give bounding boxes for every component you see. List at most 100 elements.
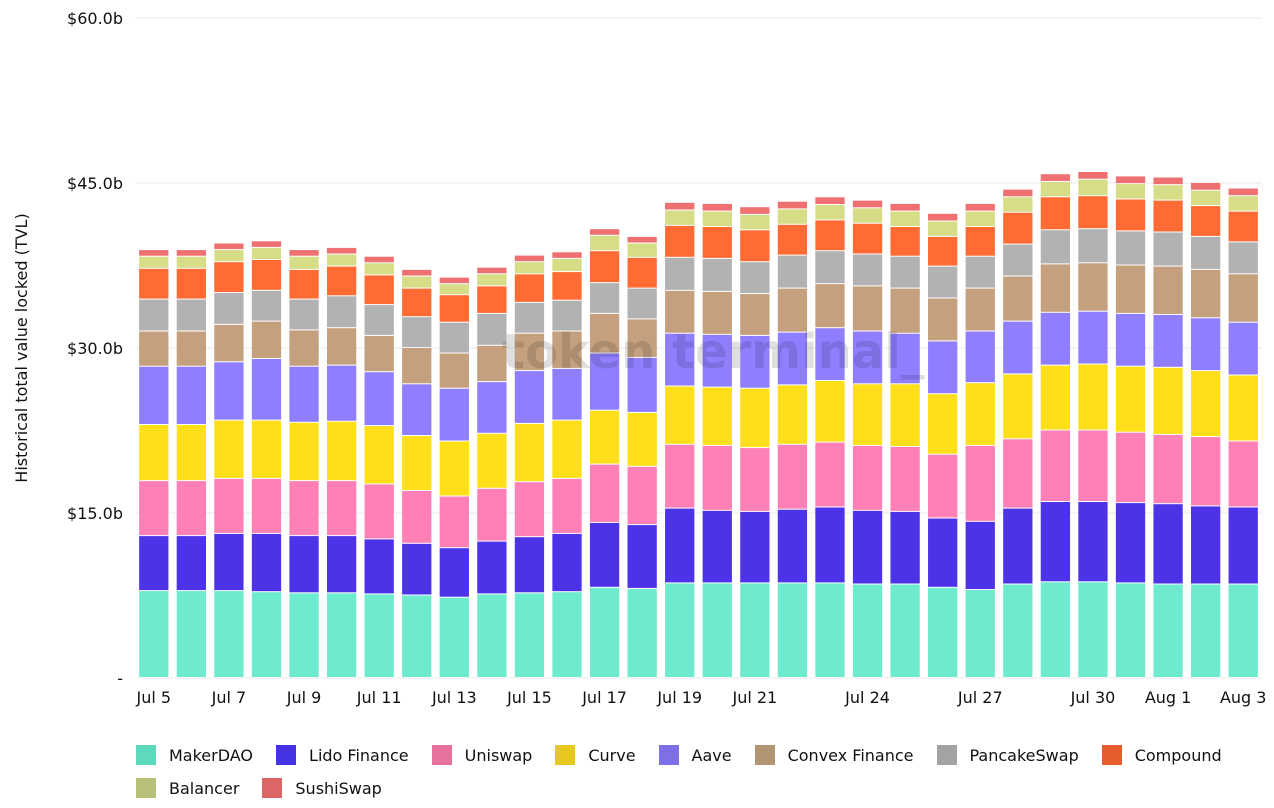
bar-segment-sushiswap[interactable] xyxy=(627,236,657,243)
bar-segment-aave[interactable] xyxy=(439,388,469,441)
bar-segment-uniswap[interactable] xyxy=(890,447,920,511)
bar-segment-curve[interactable] xyxy=(815,381,845,442)
bar-segment-aave[interactable] xyxy=(1115,313,1146,366)
legend-item-convex-finance[interactable]: Convex Finance xyxy=(754,742,914,768)
bar-segment-convex-finance[interactable] xyxy=(890,288,920,333)
bar-segment-makerdao[interactable] xyxy=(402,595,432,678)
bar-segment-pancakeswap[interactable] xyxy=(1003,244,1033,276)
bar-segment-pancakeswap[interactable] xyxy=(702,258,732,291)
bar-stack[interactable] xyxy=(439,277,469,677)
bar-segment-makerdao[interactable] xyxy=(552,592,582,677)
bar-segment-sushiswap[interactable] xyxy=(439,277,469,284)
bar-segment-convex-finance[interactable] xyxy=(214,324,244,362)
bar-segment-sushiswap[interactable] xyxy=(928,213,958,221)
bar-segment-makerdao[interactable] xyxy=(139,591,169,677)
bar-segment-curve[interactable] xyxy=(627,412,657,466)
bar-segment-aave[interactable] xyxy=(326,365,357,421)
bar-segment-aave[interactable] xyxy=(740,335,770,388)
bar-segment-aave[interactable] xyxy=(176,366,207,424)
bar-segment-aave[interactable] xyxy=(627,357,657,412)
bar-segment-makerdao[interactable] xyxy=(1153,584,1183,678)
bar-segment-lido-finance[interactable] xyxy=(665,508,695,583)
bar-segment-pancakeswap[interactable] xyxy=(589,283,620,313)
bar-segment-compound[interactable] xyxy=(176,268,207,299)
bar-segment-balancer[interactable] xyxy=(214,250,244,262)
bar-stack[interactable] xyxy=(740,207,770,677)
bar-segment-balancer[interactable] xyxy=(815,205,845,220)
bar-segment-balancer[interactable] xyxy=(176,256,207,268)
bar-segment-uniswap[interactable] xyxy=(589,464,620,522)
bar-segment-uniswap[interactable] xyxy=(289,481,319,536)
bar-segment-makerdao[interactable] xyxy=(439,597,469,677)
bar-segment-lido-finance[interactable] xyxy=(402,543,432,595)
bar-segment-compound[interactable] xyxy=(514,274,545,302)
bar-segment-uniswap[interactable] xyxy=(740,448,770,511)
bar-stack[interactable] xyxy=(176,250,207,677)
bar-segment-convex-finance[interactable] xyxy=(364,335,394,372)
bar-segment-compound[interactable] xyxy=(552,272,582,300)
bar-stack[interactable] xyxy=(890,203,920,677)
bar-segment-compound[interactable] xyxy=(289,269,319,299)
bar-segment-aave[interactable] xyxy=(364,372,394,426)
bar-segment-uniswap[interactable] xyxy=(439,496,469,548)
bar-segment-makerdao[interactable] xyxy=(1190,584,1221,678)
bar-segment-pancakeswap[interactable] xyxy=(890,256,920,288)
bar-stack[interactable] xyxy=(1078,172,1108,677)
bar-segment-lido-finance[interactable] xyxy=(702,510,732,583)
bar-segment-lido-finance[interactable] xyxy=(815,507,845,583)
bar-segment-lido-finance[interactable] xyxy=(740,511,770,583)
bar-segment-lido-finance[interactable] xyxy=(777,509,808,583)
bar-segment-convex-finance[interactable] xyxy=(965,288,995,331)
bar-stack[interactable] xyxy=(815,197,845,677)
bar-segment-balancer[interactable] xyxy=(139,256,169,268)
bar-segment-curve[interactable] xyxy=(589,410,620,464)
bar-segment-uniswap[interactable] xyxy=(364,484,394,539)
bar-segment-lido-finance[interactable] xyxy=(852,510,883,584)
bar-segment-compound[interactable] xyxy=(326,266,357,296)
bar-stack[interactable] xyxy=(364,256,394,677)
bar-segment-balancer[interactable] xyxy=(289,256,319,269)
bar-segment-makerdao[interactable] xyxy=(852,584,883,678)
bar-stack[interactable] xyxy=(477,267,507,677)
bar-segment-sushiswap[interactable] xyxy=(1003,189,1033,197)
bar-segment-curve[interactable] xyxy=(777,385,808,444)
bar-segment-convex-finance[interactable] xyxy=(402,348,432,384)
bar-segment-pancakeswap[interactable] xyxy=(1078,229,1108,263)
bar-stack[interactable] xyxy=(514,255,545,677)
bar-segment-pancakeswap[interactable] xyxy=(326,296,357,328)
bar-segment-compound[interactable] xyxy=(1153,200,1183,232)
bar-segment-balancer[interactable] xyxy=(928,221,958,236)
bar-segment-balancer[interactable] xyxy=(326,254,357,266)
bar-segment-pancakeswap[interactable] xyxy=(815,251,845,284)
bar-segment-compound[interactable] xyxy=(1003,212,1033,244)
bar-segment-convex-finance[interactable] xyxy=(1190,269,1221,318)
bar-segment-lido-finance[interactable] xyxy=(326,536,357,593)
bar-segment-pancakeswap[interactable] xyxy=(1153,232,1183,266)
bar-segment-sushiswap[interactable] xyxy=(815,197,845,204)
bar-segment-aave[interactable] xyxy=(552,368,582,420)
bar-stack[interactable] xyxy=(214,243,244,678)
bar-segment-balancer[interactable] xyxy=(890,211,920,226)
bar-segment-aave[interactable] xyxy=(702,334,732,387)
bar-segment-convex-finance[interactable] xyxy=(1228,274,1258,322)
bar-segment-balancer[interactable] xyxy=(1153,185,1183,200)
bar-segment-compound[interactable] xyxy=(1078,196,1108,229)
bar-segment-aave[interactable] xyxy=(928,341,958,394)
bar-segment-pancakeswap[interactable] xyxy=(139,299,169,331)
bar-segment-curve[interactable] xyxy=(326,421,357,481)
bar-segment-balancer[interactable] xyxy=(1078,179,1108,196)
bar-segment-balancer[interactable] xyxy=(665,210,695,225)
bar-segment-compound[interactable] xyxy=(364,275,394,305)
bar-segment-aave[interactable] xyxy=(289,366,319,422)
bar-segment-lido-finance[interactable] xyxy=(1040,502,1071,582)
bar-stack[interactable] xyxy=(1153,177,1183,678)
bar-segment-uniswap[interactable] xyxy=(402,491,432,543)
bar-segment-aave[interactable] xyxy=(890,333,920,384)
legend-item-curve[interactable]: Curve xyxy=(555,742,636,768)
bar-segment-makerdao[interactable] xyxy=(514,593,545,677)
bar-segment-lido-finance[interactable] xyxy=(364,539,394,594)
bar-stack[interactable] xyxy=(1228,188,1258,678)
bar-segment-curve[interactable] xyxy=(928,394,958,454)
bar-segment-compound[interactable] xyxy=(439,295,469,322)
bar-segment-convex-finance[interactable] xyxy=(289,330,319,366)
